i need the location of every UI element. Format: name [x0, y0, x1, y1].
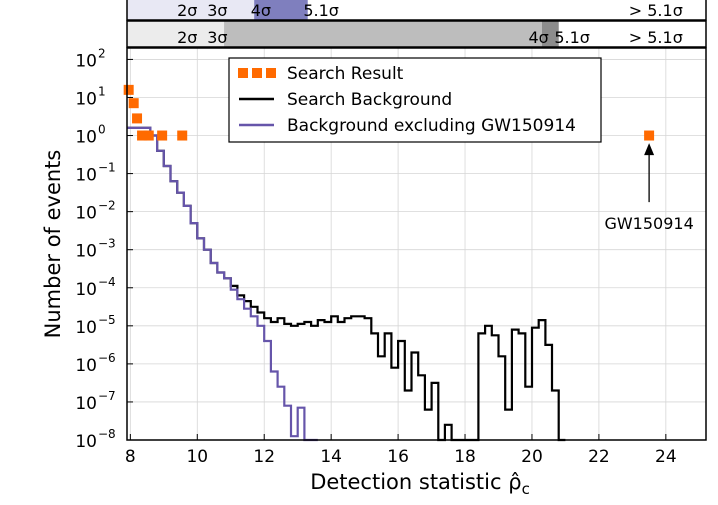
- sigma-band: [542, 21, 559, 47]
- search-result-point: [644, 130, 655, 141]
- x-tick-label: 18: [454, 447, 476, 467]
- annotation-arrow-head: [644, 143, 655, 156]
- sigma-label: 3σ: [207, 1, 227, 20]
- x-tick-label: 24: [655, 447, 677, 467]
- y-tick-label: 10: [75, 394, 97, 414]
- search-result-point: [177, 130, 188, 141]
- sigma-bar-frame: [126, 20, 707, 48]
- y-tick-label: 10: [75, 166, 97, 186]
- sigma-bar-frame: [126, 0, 707, 21]
- annotation-layer: GW150914: [604, 143, 694, 233]
- y-tick-exponent: −6: [98, 351, 116, 365]
- y-tick-exponent: 2: [98, 46, 106, 60]
- series-layer: [127, 126, 566, 442]
- series-line: [127, 126, 318, 442]
- sigma-significance-bar-top: 2σ 3σ 4σ 5.1σ > 5.1σ: [126, 0, 707, 21]
- y-tick-label: 10: [75, 128, 97, 148]
- x-tick-label: 12: [253, 447, 275, 467]
- y-tick-label: 10: [75, 356, 97, 376]
- y-tick-label: 10: [75, 89, 97, 109]
- y-tick-label: 10: [75, 242, 97, 262]
- sigma-label: 5.1σ: [554, 28, 590, 47]
- y-tick-exponent: −3: [98, 237, 116, 251]
- sigma-band: [127, 0, 255, 20]
- search-result-point: [137, 130, 148, 141]
- x-tick-label: 14: [320, 447, 342, 467]
- search-result-point: [123, 84, 134, 95]
- y-tick-exponent: −4: [98, 275, 116, 289]
- y-tick-exponent: 1: [98, 84, 106, 98]
- search-result-points: [123, 84, 655, 141]
- sigma-label: 3σ: [207, 28, 227, 47]
- legend-marker: [252, 68, 262, 78]
- legend-frame: [228, 57, 602, 143]
- sigma-label: > 5.1σ: [629, 28, 683, 47]
- legend-marker: [266, 68, 276, 78]
- y-tick-exponent: −8: [98, 427, 116, 441]
- legend-marker: [238, 68, 248, 78]
- x-axis-ticks: 8 10 12 14 16 18 20 22 24: [125, 434, 677, 467]
- annotation-label: GW150914: [604, 214, 693, 233]
- y-tick-label: 10: [75, 51, 97, 71]
- x-tick-label: 10: [186, 447, 208, 467]
- sigma-band: [127, 21, 225, 47]
- search-result-point: [128, 98, 139, 109]
- sigma-label: 4σ: [528, 28, 548, 47]
- legend-label: Background excluding GW150914: [287, 116, 576, 136]
- legend-label: Search Result: [287, 64, 404, 84]
- sigma-band: [224, 21, 543, 47]
- search-result-point: [143, 130, 154, 141]
- y-tick-exponent: −5: [98, 313, 116, 327]
- y-tick-exponent: −2: [98, 199, 116, 213]
- x-tick-label: 16: [387, 447, 409, 467]
- y-tick-exponent: −1: [98, 161, 116, 175]
- sigma-label: 4σ: [251, 1, 271, 20]
- y-tick-exponent: 0: [98, 123, 106, 137]
- search-result-point: [132, 113, 143, 124]
- search-result-point: [157, 130, 168, 141]
- y-tick-label: 10: [75, 204, 97, 224]
- sigma-significance-bar-bottom: 2σ 3σ 4σ 5.1σ > 5.1σ: [126, 20, 707, 48]
- sigma-label: 2σ: [177, 28, 197, 47]
- legend: Search Result Search Background Background…: [228, 57, 602, 143]
- sigma-label: 2σ: [177, 1, 197, 20]
- x-tick-label: 8: [125, 447, 136, 467]
- sigma-label: > 5.1σ: [629, 1, 683, 20]
- sigma-band: [254, 0, 308, 20]
- sigma-label: 5.1σ: [303, 1, 339, 20]
- y-tick-label: 10: [75, 280, 97, 300]
- y-tick-exponent: −7: [98, 389, 116, 403]
- x-tick-label: 22: [588, 447, 610, 467]
- x-tick-label: 20: [521, 447, 543, 467]
- y-tick-label: 10: [75, 432, 97, 452]
- y-axis-label: Number of events: [41, 150, 65, 339]
- legend-label: Search Background: [287, 90, 452, 110]
- x-axis-label: Detection statistic ρ̂c: [310, 470, 530, 498]
- plot-frame: [126, 47, 707, 441]
- y-tick-label: 10: [75, 318, 97, 338]
